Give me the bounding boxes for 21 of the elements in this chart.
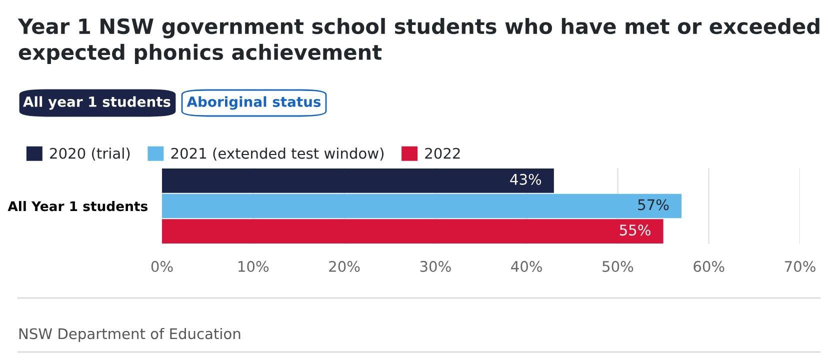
data-label: 57% bbox=[638, 199, 669, 210]
x-tick-label: 40% bbox=[511, 260, 542, 272]
x-tick-label: 0% bbox=[151, 260, 173, 272]
x-tick-label: 30% bbox=[420, 260, 451, 272]
legend-label: 2021 (extended test window) bbox=[171, 148, 384, 161]
data-label: 43% bbox=[510, 174, 542, 185]
x-tick-label: 60% bbox=[694, 260, 724, 272]
text: All year 1 students bbox=[23, 96, 170, 110]
chart-title: Year 1 NSW government school students who have met or exceeded expected phonics achievement bbox=[18, 18, 820, 64]
legend-label: 2022 bbox=[425, 148, 460, 159]
x-tick-label: 20% bbox=[329, 260, 360, 272]
bar bbox=[162, 219, 664, 244]
text: Aboriginal status bbox=[186, 96, 321, 110]
data-label: 55% bbox=[620, 224, 650, 236]
y-tick-label: All Year 1 students bbox=[8, 200, 148, 212]
legend-label: 2020 (trial) bbox=[50, 148, 130, 161]
x-tick-label: 10% bbox=[238, 260, 269, 272]
x-tick-label: 70% bbox=[784, 260, 816, 272]
x-tick-label: 50% bbox=[602, 260, 634, 272]
bar bbox=[162, 168, 554, 193]
text: NSW Department of Education bbox=[19, 328, 240, 342]
